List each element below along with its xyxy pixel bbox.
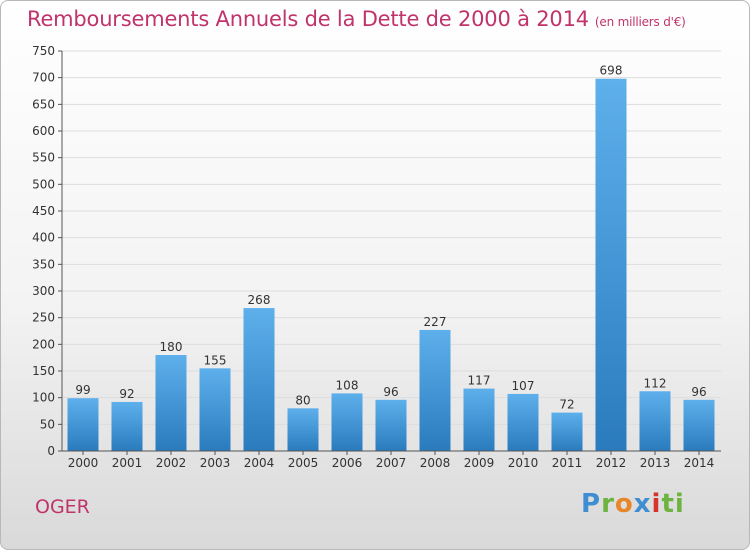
bar [375, 399, 407, 451]
axes: 0 50 100 150 200 250 300 350 400 450 500 550 600 650 7… [32, 44, 721, 470]
y-tick-label: 750 [32, 44, 55, 58]
x-tick-label: 2005 [288, 456, 319, 470]
bar [243, 308, 275, 451]
x-tick-label: 2002 [156, 456, 187, 470]
bar [507, 393, 539, 451]
y-tick-label: 450 [32, 204, 55, 218]
chart-title: Remboursements Annuels de la Dette de 20… [27, 7, 686, 31]
chart-title-text: Remboursements Annuels de la Dette de 20… [27, 7, 589, 31]
bar-value-label: 117 [468, 374, 491, 388]
bar [419, 329, 451, 451]
bar-value-label: 107 [512, 379, 535, 393]
chart-title-unit: (en milliers d'€) [594, 15, 686, 29]
bar [463, 388, 495, 451]
bar-value-label: 227 [424, 315, 447, 329]
y-tick-label: 0 [47, 444, 55, 458]
y-tick-label: 500 [32, 177, 55, 191]
bar [199, 368, 231, 451]
x-tick-label: 2004 [244, 456, 275, 470]
logo-letter: i [651, 489, 662, 519]
bar-value-label: 96 [691, 385, 706, 399]
logo-letter: o [614, 489, 634, 519]
x-tick-label: 2009 [464, 456, 495, 470]
bar-value-label: 80 [295, 393, 310, 407]
y-tick-label: 600 [32, 124, 55, 138]
bar [155, 355, 187, 451]
x-tick-label: 2007 [376, 456, 407, 470]
logo-letter: r [601, 489, 615, 519]
bar [287, 408, 319, 451]
bar-value-label: 268 [248, 293, 271, 307]
bar-value-label: 92 [119, 387, 134, 401]
bar [639, 391, 671, 451]
x-tick-label: 2010 [508, 456, 539, 470]
bar [111, 401, 143, 451]
bar-value-label: 108 [336, 378, 359, 392]
x-tick-label: 2003 [200, 456, 231, 470]
bar [683, 399, 715, 451]
bar [67, 398, 99, 451]
logo-letter: x [633, 489, 652, 519]
x-tick-label: 2000 [68, 456, 99, 470]
proxiti-logo: Proxiti [581, 489, 685, 519]
x-tick-label: 2001 [112, 456, 143, 470]
bar-value-label: 96 [383, 385, 398, 399]
y-tick-label: 400 [32, 231, 55, 245]
bar-value-label: 99 [75, 383, 90, 397]
bar-value-label: 72 [559, 398, 574, 412]
bar-value-label: 180 [160, 340, 183, 354]
bar [331, 393, 363, 451]
y-tick-label: 650 [32, 97, 55, 111]
bar-value-label: 698 [600, 64, 623, 78]
bars: 99 92 180 155 268 80 108 96 227 117 107 72 698 112 96 [67, 64, 715, 451]
y-tick-label: 250 [32, 311, 55, 325]
x-tick-label: 2013 [640, 456, 671, 470]
bar-value-label: 112 [644, 376, 667, 390]
x-tick-label: 2008 [420, 456, 451, 470]
y-tick-label: 200 [32, 337, 55, 351]
logo-letter: ti [661, 489, 685, 519]
bar [551, 412, 583, 451]
y-tick-label: 150 [32, 364, 55, 378]
y-tick-label: 350 [32, 257, 55, 271]
bar [595, 78, 627, 451]
x-tick-label: 2012 [596, 456, 627, 470]
y-tick-label: 700 [32, 71, 55, 85]
y-tick-label: 300 [32, 284, 55, 298]
bar-value-label: 155 [204, 353, 227, 367]
y-tick-label: 550 [32, 151, 55, 165]
x-tick-label: 2014 [684, 456, 715, 470]
y-tick-label: 100 [32, 391, 55, 405]
logo-letter: P [581, 489, 602, 519]
x-tick-label: 2011 [552, 456, 583, 470]
x-tick-label: 2006 [332, 456, 363, 470]
y-tick-label: 50 [40, 417, 55, 431]
commune-name: OGER [35, 496, 90, 518]
